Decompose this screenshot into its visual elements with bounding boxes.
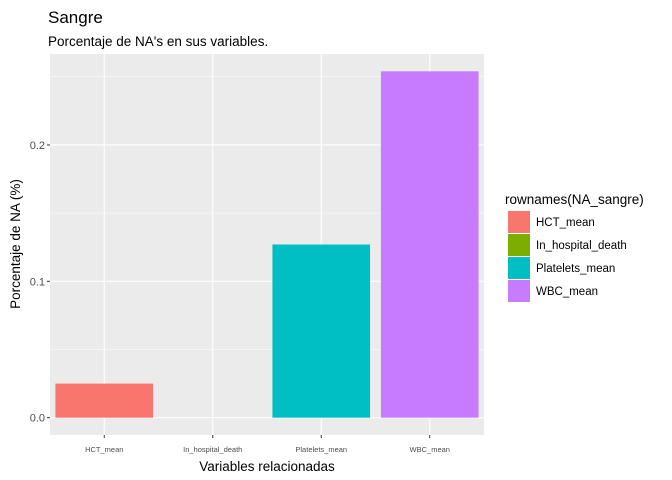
bars xyxy=(55,71,479,418)
legend-label: Platelets_mean xyxy=(536,263,615,275)
y-tick-label: 0.0 xyxy=(30,413,45,425)
x-axis: HCT_mean In_hospital_death Platelets_mean W… xyxy=(85,435,450,454)
legend-label: In_hospital_death xyxy=(536,240,627,252)
x-axis-title: Variables relacionadas xyxy=(199,459,335,474)
bar-hct-mean xyxy=(55,383,154,418)
legend-key xyxy=(508,257,530,279)
legend-label: HCT_mean xyxy=(536,217,595,229)
legend-key xyxy=(508,234,530,256)
y-axis-title: Porcentaje de NA (%) xyxy=(8,179,23,309)
y-tick-label: 0.1 xyxy=(30,276,45,288)
chart-subtitle: Porcentaje de NA's en sus variables. xyxy=(48,34,268,49)
y-axis: 0.0 0.1 0.2 xyxy=(30,140,50,425)
y-tick-label: 0.2 xyxy=(30,140,45,152)
x-tick-label: HCT_mean xyxy=(85,445,123,454)
legend-label: WBC_mean xyxy=(536,286,598,298)
x-tick-label: WBC_mean xyxy=(410,445,450,454)
x-tick-label: Platelets_mean xyxy=(295,445,347,454)
legend-title: rownames(NA_sangre) xyxy=(505,192,644,207)
legend-key xyxy=(508,211,530,233)
legend: rownames(NA_sangre) HCT_mean In_hospital_… xyxy=(505,192,644,302)
x-tick-label: In_hospital_death xyxy=(183,445,242,454)
bar-platelets-mean xyxy=(272,244,371,418)
legend-key xyxy=(508,280,530,302)
bar-wbc-mean xyxy=(380,71,479,418)
chart-title: Sangre xyxy=(48,8,103,27)
